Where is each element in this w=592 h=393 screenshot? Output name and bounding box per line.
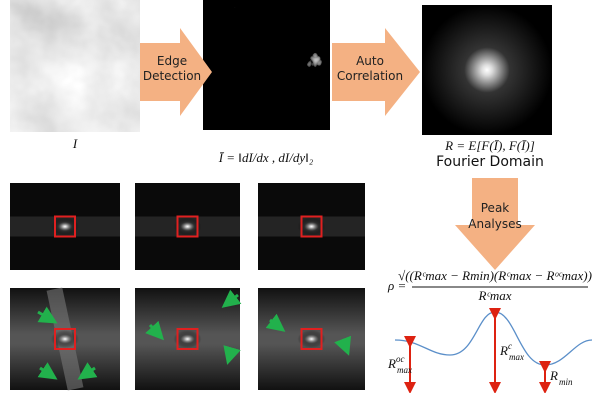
patch-grid — [10, 183, 365, 391]
input-image — [10, 0, 140, 132]
label-base: R — [499, 343, 508, 358]
step-label: Correlation — [337, 69, 403, 83]
label-sup: c — [508, 341, 512, 351]
step-label: Peak — [481, 201, 510, 215]
curve — [395, 312, 592, 365]
caption: Ī = ‖dI/dx , dI/dy‖₂ — [218, 150, 314, 165]
curve-label: Rmin — [549, 368, 573, 387]
formula-denominator: Rᶜmax — [477, 288, 511, 303]
caption: R = E[F(Ī), F(Ī)] — [444, 138, 535, 153]
label-sup: oc — [396, 354, 405, 364]
label-sub: max — [509, 352, 524, 362]
label-base: R — [549, 368, 558, 383]
label-sub: max — [397, 365, 412, 375]
step-label: Analyses — [468, 217, 522, 231]
autocorr-image — [422, 5, 552, 135]
formula-numerator: √((Rᶜmax − Rmin)(Rᶜmax − Rᵒᶜmax)) — [398, 268, 592, 283]
step-label: Detection — [143, 69, 201, 83]
diagram: Edge Detection Auto Correlation Peak Ana… — [0, 0, 592, 393]
caption: I — [72, 136, 78, 151]
step-label: Auto — [356, 54, 384, 68]
step-label: Edge — [157, 54, 187, 68]
label-sub: min — [559, 377, 573, 387]
label-base: R — [387, 356, 396, 371]
caption: Fourier Domain — [436, 154, 544, 170]
edge-image — [203, 0, 330, 130]
